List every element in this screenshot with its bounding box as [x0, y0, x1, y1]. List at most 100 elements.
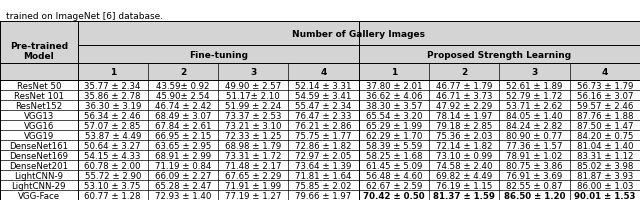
Text: 4: 4 — [602, 68, 608, 77]
Text: 46.74 ± 2.42: 46.74 ± 2.42 — [155, 101, 211, 110]
Text: 65.29 ± 1.99: 65.29 ± 1.99 — [366, 121, 422, 130]
Text: 65.54 ± 3.20: 65.54 ± 3.20 — [365, 111, 422, 120]
Text: VGG-Face: VGG-Face — [18, 191, 60, 200]
Text: 49.90 ± 2.57: 49.90 ± 2.57 — [225, 81, 282, 90]
Text: 71.91 ± 1.99: 71.91 ± 1.99 — [225, 181, 282, 190]
Text: 50.64 ± 3.27: 50.64 ± 3.27 — [84, 141, 141, 150]
Bar — [0, 101, 640, 111]
Text: 79.18 ± 2.85: 79.18 ± 2.85 — [436, 121, 492, 130]
Bar — [0, 91, 640, 101]
Text: 43.59± 0.92: 43.59± 0.92 — [156, 81, 210, 90]
Text: 82.55 ± 0.87: 82.55 ± 0.87 — [506, 181, 563, 190]
Text: 59.57 ± 2.46: 59.57 ± 2.46 — [577, 101, 633, 110]
Text: 45.90± 2.54: 45.90± 2.54 — [156, 91, 210, 100]
Text: 56.73 ± 1.79: 56.73 ± 1.79 — [577, 81, 633, 90]
Text: 56.48 ± 4.60: 56.48 ± 4.60 — [365, 171, 422, 180]
Text: 79.66 ± 1.97: 79.66 ± 1.97 — [296, 191, 352, 200]
Text: 71.48 ± 2.17: 71.48 ± 2.17 — [225, 161, 282, 170]
Text: 69.82 ± 4.49: 69.82 ± 4.49 — [436, 171, 492, 180]
Text: 71.19 ± 0.84: 71.19 ± 0.84 — [155, 161, 211, 170]
Text: 76.19 ± 1.15: 76.19 ± 1.15 — [436, 181, 492, 190]
Text: 73.21 ± 3.10: 73.21 ± 3.10 — [225, 121, 282, 130]
Text: 80.75 ± 3.86: 80.75 ± 3.86 — [506, 161, 563, 170]
Text: 86.00 ± 1.03: 86.00 ± 1.03 — [577, 181, 633, 190]
Text: LightCNN-29: LightCNN-29 — [12, 181, 66, 190]
Text: 72.86 ± 1.82: 72.86 ± 1.82 — [296, 141, 352, 150]
Text: 53.87 ± 4.49: 53.87 ± 4.49 — [84, 131, 141, 140]
Text: Fine-tuning: Fine-tuning — [189, 50, 248, 59]
Text: 63.65 ± 2.95: 63.65 ± 2.95 — [155, 141, 211, 150]
Text: 58.39 ± 5.59: 58.39 ± 5.59 — [366, 141, 422, 150]
Text: 3: 3 — [531, 68, 538, 77]
Text: 1: 1 — [109, 68, 116, 77]
Text: VGG19: VGG19 — [24, 131, 54, 140]
Text: 51.17± 2.10: 51.17± 2.10 — [227, 91, 280, 100]
Text: 52.14 ± 3.31: 52.14 ± 3.31 — [296, 81, 352, 90]
Bar — [0, 120, 640, 130]
Bar — [0, 160, 640, 170]
Text: 76.47 ± 2.33: 76.47 ± 2.33 — [296, 111, 352, 120]
Text: 78.91 ± 1.02: 78.91 ± 1.02 — [506, 151, 563, 160]
Text: 75.75 ± 1.77: 75.75 ± 1.77 — [296, 131, 352, 140]
Text: 62.29 ± 1.70: 62.29 ± 1.70 — [365, 131, 422, 140]
Text: 73.37 ± 2.53: 73.37 ± 2.53 — [225, 111, 282, 120]
Text: 77.19 ± 1.27: 77.19 ± 1.27 — [225, 191, 282, 200]
Text: 68.98 ± 1.79: 68.98 ± 1.79 — [225, 141, 282, 150]
Text: 55.47 ± 2.34: 55.47 ± 2.34 — [296, 101, 352, 110]
Text: 52.79 ± 1.72: 52.79 ± 1.72 — [506, 91, 563, 100]
Text: ResNet 50: ResNet 50 — [17, 81, 61, 90]
Text: 35.86 ± 2.78: 35.86 ± 2.78 — [84, 91, 141, 100]
Text: Number of Gallery Images: Number of Gallery Images — [292, 30, 425, 38]
Bar — [0, 140, 640, 150]
Text: 61.45 ± 5.09: 61.45 ± 5.09 — [365, 161, 422, 170]
Text: 68.49 ± 3.07: 68.49 ± 3.07 — [155, 111, 211, 120]
Text: 46.71 ± 3.73: 46.71 ± 3.73 — [436, 91, 492, 100]
Text: trained on ImageNet [6] database.: trained on ImageNet [6] database. — [6, 12, 164, 21]
Text: 54.59 ± 3.41: 54.59 ± 3.41 — [296, 91, 352, 100]
Text: 2: 2 — [180, 68, 186, 77]
Bar — [0, 170, 640, 180]
Text: 60.78 ± 2.00: 60.78 ± 2.00 — [84, 161, 141, 170]
Text: 55.72 ± 2.90: 55.72 ± 2.90 — [84, 171, 141, 180]
Text: LightCNN-9: LightCNN-9 — [14, 171, 63, 180]
Text: 77.36 ± 1.57: 77.36 ± 1.57 — [506, 141, 563, 150]
Text: 67.65 ± 2.29: 67.65 ± 2.29 — [225, 171, 282, 180]
Text: 81.87 ± 3.93: 81.87 ± 3.93 — [577, 171, 633, 180]
Text: 83.31 ± 1.12: 83.31 ± 1.12 — [577, 151, 633, 160]
Text: 54.15 ± 4.33: 54.15 ± 4.33 — [84, 151, 141, 160]
Text: 84.05 ± 1.40: 84.05 ± 1.40 — [506, 111, 563, 120]
Text: 87.50 ± 1.47: 87.50 ± 1.47 — [577, 121, 633, 130]
Text: 75.36 ± 2.03: 75.36 ± 2.03 — [436, 131, 492, 140]
Text: 58.25 ± 1.68: 58.25 ± 1.68 — [365, 151, 422, 160]
Text: 2: 2 — [461, 68, 467, 77]
Text: 76.21 ± 2.86: 76.21 ± 2.86 — [296, 121, 352, 130]
Text: 4: 4 — [321, 68, 327, 77]
Bar — [0, 130, 640, 140]
Bar — [0, 190, 640, 200]
Text: 53.10 ± 3.75: 53.10 ± 3.75 — [84, 181, 141, 190]
Text: 84.20 ± 0.75: 84.20 ± 0.75 — [577, 131, 633, 140]
Text: 46.77 ± 1.79: 46.77 ± 1.79 — [436, 81, 492, 90]
Text: 56.34 ± 2.46: 56.34 ± 2.46 — [84, 111, 141, 120]
Text: 60.77 ± 1.28: 60.77 ± 1.28 — [84, 191, 141, 200]
Text: 72.97 ± 2.05: 72.97 ± 2.05 — [296, 151, 352, 160]
Text: 66.09 ± 2.27: 66.09 ± 2.27 — [155, 171, 211, 180]
Text: DenseNet169: DenseNet169 — [9, 151, 68, 160]
Text: 68.91 ± 2.99: 68.91 ± 2.99 — [155, 151, 211, 160]
Text: 53.71 ± 2.62: 53.71 ± 2.62 — [506, 101, 563, 110]
Text: VGG13: VGG13 — [24, 111, 54, 120]
Text: 66.95 ± 2.15: 66.95 ± 2.15 — [155, 131, 211, 140]
Text: 70.42 ± 0.50: 70.42 ± 0.50 — [363, 191, 425, 200]
Text: 73.10 ± 0.99: 73.10 ± 0.99 — [436, 151, 492, 160]
Text: 80.90 ± 0.77: 80.90 ± 0.77 — [506, 131, 563, 140]
Bar — [0, 111, 640, 120]
Text: 87.76 ± 1.88: 87.76 ± 1.88 — [577, 111, 633, 120]
Text: 36.30 ± 3.19: 36.30 ± 3.19 — [84, 101, 141, 110]
Text: 81.37 ± 1.59: 81.37 ± 1.59 — [433, 191, 495, 200]
Text: 74.58 ± 2.40: 74.58 ± 2.40 — [436, 161, 492, 170]
Text: 86.50 ± 1.20: 86.50 ± 1.20 — [504, 191, 565, 200]
Text: 84.24 ± 2.82: 84.24 ± 2.82 — [506, 121, 563, 130]
Text: 51.99 ± 2.24: 51.99 ± 2.24 — [225, 101, 282, 110]
Text: DenseNet201: DenseNet201 — [9, 161, 68, 170]
Text: 57.07 ± 2.85: 57.07 ± 2.85 — [84, 121, 141, 130]
